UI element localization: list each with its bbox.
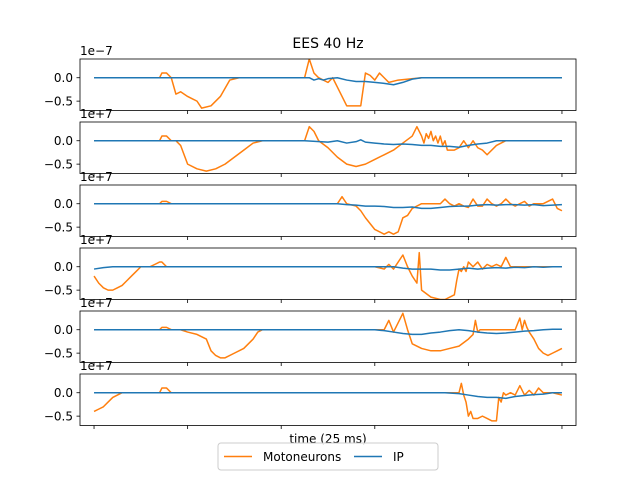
subplot-1: 0.0 −0.5 1e−7 xyxy=(44,44,577,114)
y-tick-label-1-1: −0.5 xyxy=(44,94,73,108)
series-line-ip-3 xyxy=(94,202,562,210)
legend-label-ip: IP xyxy=(393,450,404,464)
axes-frame-6 xyxy=(79,373,577,426)
axes-frame-4 xyxy=(79,247,577,300)
legend-frame xyxy=(217,442,439,471)
series-line-ip-4 xyxy=(93,265,562,271)
y-tick-label-2-0: 0.0 xyxy=(54,134,73,148)
series-line-ip-5 xyxy=(94,328,562,336)
y-tick-label-6-1: −0.5 xyxy=(44,409,73,423)
y-tick-label-5-1: −0.5 xyxy=(44,346,73,360)
series-line-motoneurons-1 xyxy=(94,59,562,109)
subplot-3: 0.0 −0.5 1e+7 xyxy=(44,170,577,240)
y-offset-label-1: 1e−7 xyxy=(80,44,113,58)
legend: Motoneurons IP xyxy=(217,442,439,471)
subplot-panels: 0.0 −0.5 1e−7 0.0 −0.5 1e+7 0.0 −0.5 1e+7 0.0 −0.5… xyxy=(44,44,577,429)
y-tick-label-4-0: 0.0 xyxy=(54,260,73,274)
y-offset-label-5: 1e+7 xyxy=(80,296,113,310)
subplot-2: 0.0 −0.5 1e+7 xyxy=(44,107,577,177)
y-tick-label-2-1: −0.5 xyxy=(44,157,73,171)
y-tick-label-6-0: 0.0 xyxy=(54,386,73,400)
subplot-4: 0.0 −0.5 1e+7 xyxy=(44,233,577,303)
axes-frame-1 xyxy=(79,58,577,111)
y-tick-label-1-0: 0.0 xyxy=(54,71,73,85)
series-line-motoneurons-5 xyxy=(94,312,563,359)
y-tick-label-4-1: −0.5 xyxy=(44,283,73,297)
y-offset-label-4: 1e+7 xyxy=(80,233,113,247)
y-offset-label-2: 1e+7 xyxy=(80,107,113,121)
axes-frame-5 xyxy=(79,310,577,363)
chart-title: EES 40 Hz xyxy=(292,36,363,52)
series-line-motoneurons-2 xyxy=(94,125,562,172)
subplot-6: 0.0 −0.5 1e+7 xyxy=(44,359,577,429)
y-offset-label-3: 1e+7 xyxy=(80,170,113,184)
axes-frame-3 xyxy=(79,184,577,237)
y-offset-label-6: 1e+7 xyxy=(80,359,113,373)
y-tick-label-5-0: 0.0 xyxy=(54,323,73,337)
y-tick-label-3-0: 0.0 xyxy=(54,197,73,211)
series-line-ip-1 xyxy=(94,76,562,86)
subplot-5: 0.0 −0.5 1e+7 xyxy=(44,296,577,366)
axes-frame-2 xyxy=(79,121,577,174)
legend-label-motoneurons: Motoneurons xyxy=(263,450,341,464)
y-tick-label-3-1: −0.5 xyxy=(44,220,73,234)
series-line-ip-2 xyxy=(94,139,562,149)
series-line-ip-6 xyxy=(94,391,562,400)
